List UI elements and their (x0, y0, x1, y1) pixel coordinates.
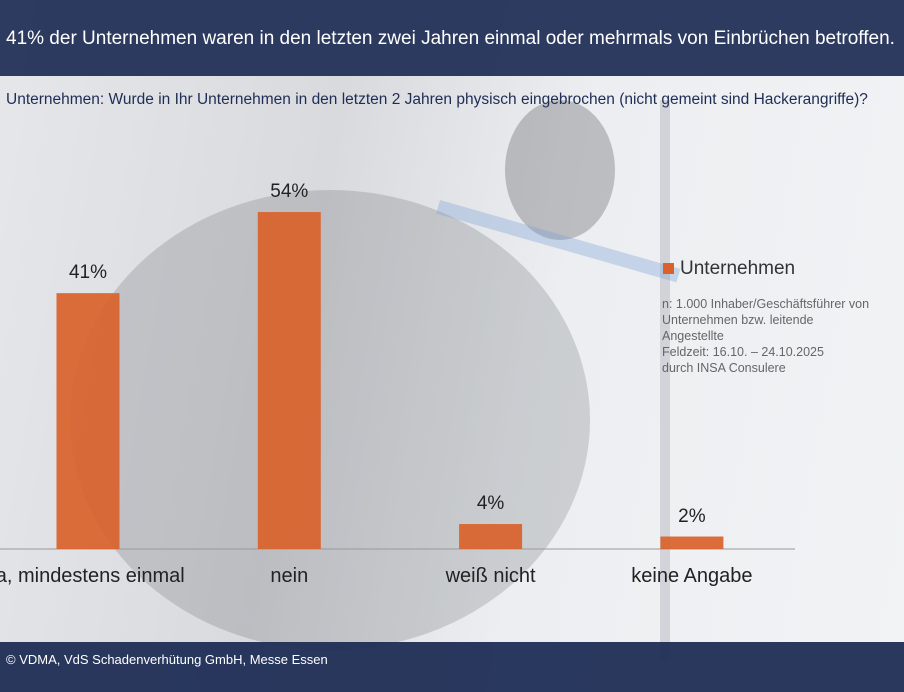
bar (459, 524, 523, 549)
data-label: 2% (678, 505, 706, 527)
x-tick-label: nein (270, 565, 309, 587)
x-tick-label: ja, mindestens einmal (0, 565, 185, 587)
title-band (0, 0, 904, 76)
x-tick-label: keine Angabe (631, 565, 753, 587)
data-label: 4% (476, 493, 505, 515)
bar (56, 293, 120, 549)
data-label: 41% (68, 262, 108, 284)
note-line: n: 1.000 Inhaber/Geschäftsführer von Unt… (662, 297, 870, 343)
data-label: 54% (270, 181, 309, 203)
note: n: 1.000 Inhaber/Geschäftsführer von Unt… (662, 296, 877, 376)
bar (660, 536, 724, 549)
chart-subtitle: Unternehmen: Wurde in Ihr Unternehmen in… (6, 91, 868, 108)
note-line: durch INSA Consulere (662, 361, 786, 375)
bar (257, 212, 321, 550)
chart-title: 41% der Unternehmen waren in den letzten… (6, 28, 895, 49)
note-line: Feldzeit: 16.10. – 24.10.2025 (662, 345, 824, 359)
legend-swatch (663, 263, 674, 274)
x-tick-label: weiß nicht (445, 565, 536, 587)
source: © VDMA, VdS Schadenverhütung GmbH, Messe… (6, 652, 328, 667)
legend-label: Unternehmen (680, 258, 796, 279)
footer-band (0, 642, 904, 692)
